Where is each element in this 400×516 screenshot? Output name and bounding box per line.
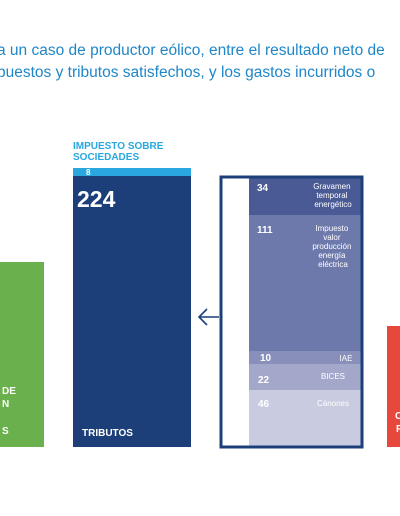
breakdown-frame bbox=[219, 175, 249, 449]
bices-value: 22 bbox=[258, 375, 270, 386]
intro-text: a un caso de productor eólico, entre el … bbox=[0, 40, 400, 84]
right-bar-line-1: C bbox=[395, 411, 400, 422]
right-bar-line-2: F bbox=[396, 424, 400, 435]
left-partial-bar bbox=[0, 262, 44, 447]
tributos-bar bbox=[73, 176, 191, 447]
breakdown-segment-iae bbox=[249, 351, 362, 364]
corporate-tax-label-1: IMPUESTO SOBRE bbox=[73, 141, 164, 152]
right-partial-bar bbox=[387, 326, 400, 447]
tributos-total: 224 bbox=[77, 186, 116, 212]
gravamen-value: 34 bbox=[257, 183, 269, 194]
gravamen-label: Gravamen temporal energético bbox=[313, 182, 353, 209]
ivpee-label: Impuesto valor producción energía eléctr… bbox=[312, 224, 353, 269]
corporate-tax-segment bbox=[73, 168, 191, 176]
intro-line-2: puestos y tributos satisfechos, y los ga… bbox=[0, 64, 376, 81]
ivpee-value: 111 bbox=[257, 225, 273, 236]
left-bar-line-3: S bbox=[2, 426, 9, 437]
corporate-tax-value: 8 bbox=[86, 168, 91, 177]
left-bar-line-1: DE bbox=[2, 386, 16, 397]
canones-value: 46 bbox=[258, 399, 270, 410]
intro-line-1: a un caso de productor eólico, entre el … bbox=[0, 42, 385, 59]
tributos-label: TRIBUTOS bbox=[82, 428, 133, 439]
left-bar-line-2: N bbox=[2, 399, 9, 410]
breakdown-segment-gravamen bbox=[249, 177, 362, 215]
corporate-tax-label-2: SOCIEDADES bbox=[73, 152, 139, 163]
canones-label: Cánones bbox=[317, 399, 349, 408]
iae-value: 10 bbox=[260, 353, 272, 364]
bices-label: BICES bbox=[321, 372, 345, 381]
breakdown-segment-canones bbox=[249, 390, 362, 447]
breakdown-segment-ivpee bbox=[249, 215, 362, 351]
breakdown-segment-bices bbox=[249, 364, 362, 390]
iae-label: IAE bbox=[340, 354, 353, 363]
arrow-left-icon bbox=[197, 308, 219, 326]
